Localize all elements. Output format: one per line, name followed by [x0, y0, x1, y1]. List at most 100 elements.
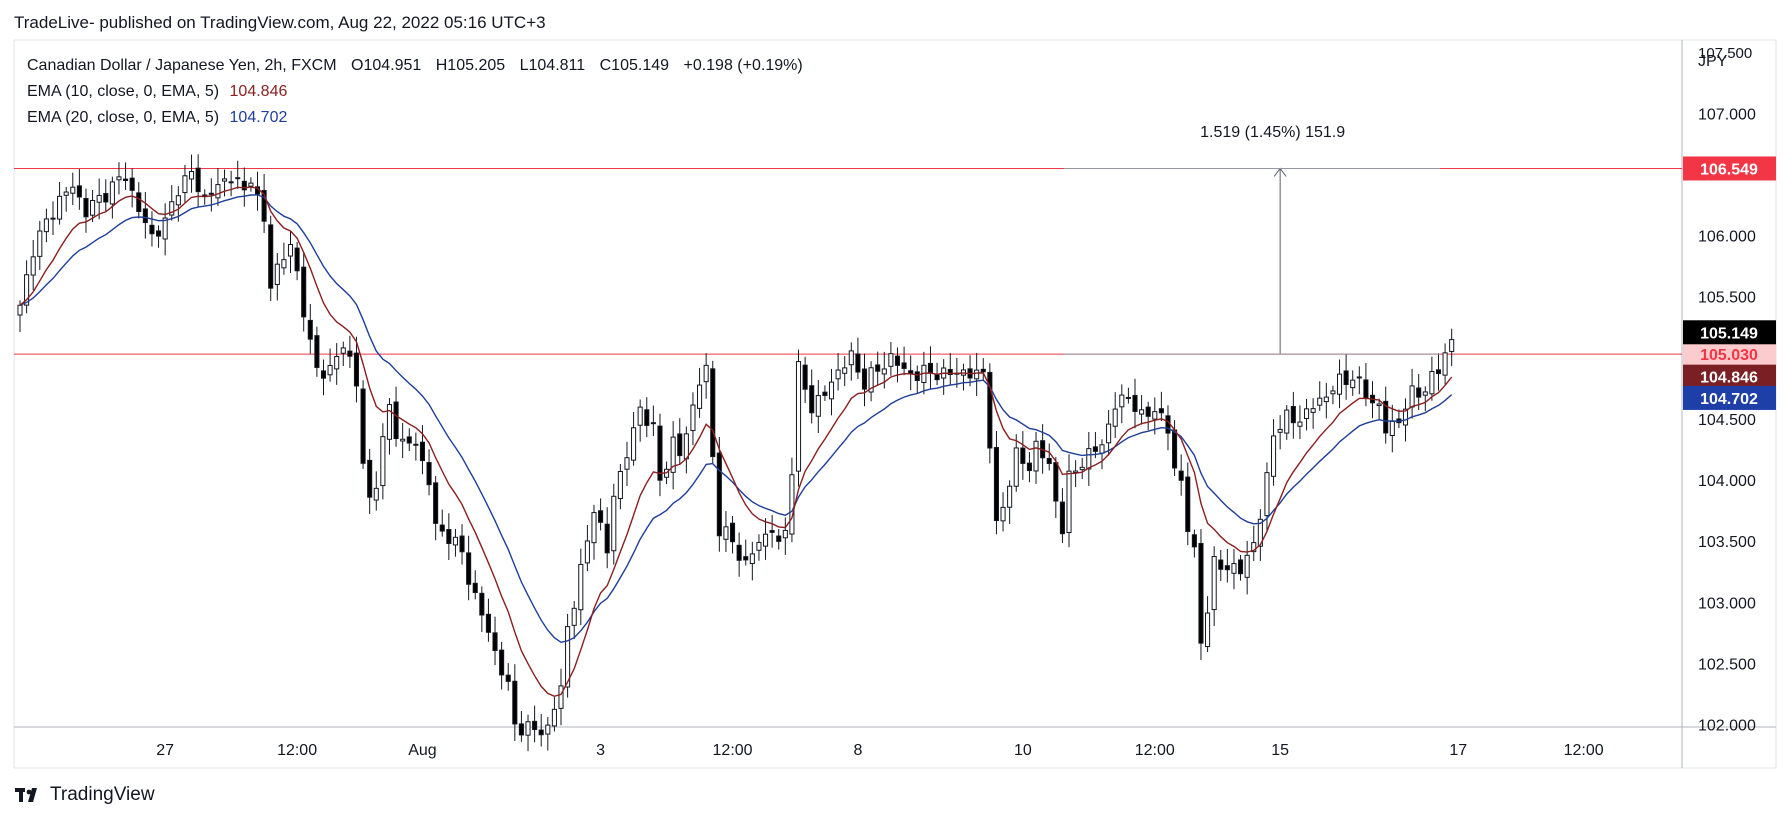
chart-frame [13, 39, 1777, 769]
candle-up [1152, 411, 1158, 420]
candle-down [499, 649, 505, 676]
candle-up [690, 404, 696, 432]
candle-up [828, 381, 835, 400]
candle-down [367, 459, 373, 498]
price-tick-label: 102.500 [1698, 656, 1756, 673]
candle-down [644, 409, 650, 426]
candle-down [314, 335, 320, 368]
candle-down [1435, 369, 1442, 375]
candle-down [769, 530, 775, 533]
tradingview-logo-icon [15, 788, 37, 802]
candle-up [1257, 518, 1263, 547]
candle-up [380, 436, 386, 487]
candle-down [598, 510, 604, 523]
ema10-price-tag-background [1683, 364, 1776, 389]
candle-up [1112, 408, 1118, 427]
candle-up [1356, 376, 1362, 379]
candle-down [1026, 462, 1032, 472]
candle-down [419, 441, 425, 462]
footer-brand[interactable]: TradingView [14, 784, 155, 806]
resistance-price-tag: 106.549 [1700, 161, 1758, 178]
candle-down [426, 462, 432, 486]
candle-up [591, 512, 597, 544]
resistance-price-tag-background [1683, 156, 1776, 181]
candle-down [393, 401, 399, 440]
legend-ema20-row[interactable]: EMA (20, close, 0, EMA, 5) 104.702 [27, 105, 803, 131]
candle-up [1277, 428, 1283, 433]
open-label: O [350, 57, 364, 74]
candle-up [50, 217, 56, 220]
ema10-label: EMA (10, close, 0, EMA, 5) [27, 83, 220, 100]
candle-down [1224, 565, 1230, 571]
candle-up [162, 217, 168, 240]
high-value: 105.205 [447, 57, 506, 74]
footer-brand-text: TradingView [50, 784, 155, 805]
candle-down [947, 369, 953, 376]
candle-down [1383, 400, 1389, 434]
candle-up [1271, 435, 1277, 477]
candle-up [274, 263, 280, 285]
candle-down [472, 582, 478, 593]
candle-down [1191, 534, 1197, 548]
price-tags: 106.549 105.030 105.149 104.846 104.702 [1683, 156, 1776, 410]
candle-down [261, 190, 267, 222]
price-tick-label: 103.000 [1698, 595, 1756, 612]
candle-up [1284, 409, 1290, 434]
symbol-description[interactable]: Canadian Dollar / Japanese Yen, 2h, FXCM [27, 57, 337, 74]
candle-up [215, 184, 221, 199]
price-tick-label: 107.500 [1698, 45, 1752, 62]
candle-down [1290, 405, 1296, 424]
candle-down [532, 720, 538, 731]
ema10-price-tag: 104.846 [1700, 370, 1758, 387]
candle-down [987, 371, 993, 449]
candle-up [221, 178, 228, 182]
candle-down [1132, 394, 1138, 412]
price-range-measure[interactable] [1064, 167, 1441, 355]
candle-up [1205, 612, 1211, 648]
time-tick-label: 12:00 [713, 742, 753, 759]
candlesticks [17, 154, 1455, 752]
candle-down [729, 522, 736, 543]
candle-down [241, 180, 247, 191]
candle-up [373, 487, 379, 501]
candle-up [578, 563, 584, 611]
candle-down [875, 364, 881, 372]
time-axis[interactable]: 27 12:00 Aug 3 12:00 8 10 12:00 15 17 12:00 [156, 742, 1604, 759]
candle-up [1303, 408, 1310, 420]
price-tick-label: 107.000 [1698, 106, 1756, 123]
candle-up [1119, 394, 1125, 408]
candle-up [1000, 506, 1006, 522]
candle-down [1165, 415, 1171, 434]
candle-up [558, 685, 564, 709]
candle-down [1172, 429, 1178, 469]
time-tick-label: 8 [853, 742, 862, 759]
candle-up [670, 436, 676, 473]
candle-up [782, 529, 788, 539]
ema20-price-tag-background [1683, 385, 1776, 410]
candle-up [109, 181, 115, 205]
candle-up [30, 256, 36, 276]
candle-up [334, 356, 340, 370]
ema10-value: 104.846 [229, 83, 288, 100]
ema-lines [19, 186, 1453, 698]
candle-up [1376, 403, 1382, 407]
candle-up [1211, 556, 1217, 611]
legend-ema10-row[interactable]: EMA (10, close, 0, EMA, 5) 104.846 [27, 79, 803, 105]
candle-down [894, 355, 901, 366]
candle-down [76, 185, 82, 198]
candle-up [175, 195, 181, 206]
candle-down [466, 552, 472, 585]
candle-up [551, 708, 557, 727]
candle-down [914, 371, 920, 381]
time-tick-label: 12:00 [1564, 742, 1604, 759]
close-value: 105.149 [611, 57, 670, 74]
candle-down [485, 613, 491, 633]
candle-down [347, 350, 353, 357]
candle-up [24, 274, 30, 306]
candle-down [1416, 387, 1422, 398]
candle-up [881, 368, 887, 375]
high-label: H [435, 57, 448, 74]
candle-up [795, 361, 802, 472]
candle-up [1422, 391, 1428, 396]
